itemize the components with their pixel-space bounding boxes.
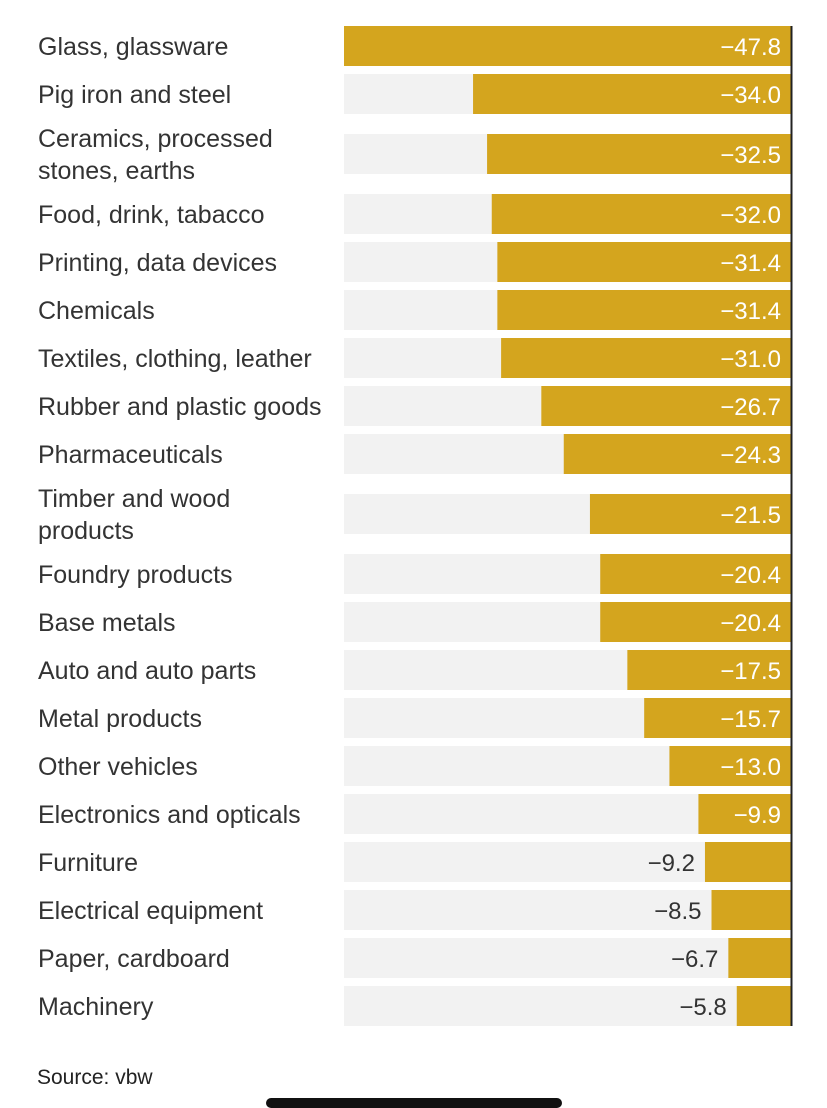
home-indicator [266,1098,562,1108]
value-label: −13.0 [720,754,781,781]
category-label-line: Electronics and opticals [38,801,301,829]
bar [627,650,791,690]
category-label: Printing, data devices [38,249,277,277]
category-label-line: Chemicals [38,297,155,325]
category-label-line: Printing, data devices [38,249,277,277]
category-label-line: Metal products [38,705,202,733]
bar [563,434,791,474]
value-label: −31.0 [720,346,781,373]
bar [669,746,791,786]
bar [487,134,791,174]
category-label: Rubber and plastic goods [38,393,322,421]
value-label: −32.0 [720,202,781,229]
bar [541,386,791,426]
bar [473,74,791,114]
category-label: Textiles, clothing, leather [38,345,312,373]
category-label-line: stones, earths [38,157,195,185]
category-label-line: Paper, cardboard [38,945,230,973]
category-label: Other vehicles [38,753,198,781]
category-label-line: Machinery [38,993,154,1021]
value-label: −32.5 [720,142,781,169]
category-label-line: Electrical equipment [38,897,263,925]
value-label: −17.5 [720,658,781,685]
bar [736,986,791,1026]
category-label-line: Pharmaceuticals [38,441,223,469]
category-label-line: Other vehicles [38,753,198,781]
value-label: −47.8 [720,34,781,61]
category-label: Chemicals [38,297,155,325]
bar [344,26,791,66]
category-label: Foundry products [38,561,233,589]
category-label: Food, drink, tabacco [38,201,265,229]
category-label: Pig iron and steel [38,81,231,109]
category-label-line: Food, drink, tabacco [38,201,265,229]
value-label: −9.9 [734,802,781,829]
category-label-line: products [38,517,134,545]
category-label-line: Glass, glassware [38,33,228,61]
value-label: −8.5 [654,898,701,925]
category-label: Paper, cardboard [38,945,230,973]
bar [497,242,791,282]
value-label: −15.7 [720,706,781,733]
category-label: Electronics and opticals [38,801,301,829]
bar [644,698,791,738]
category-label: Base metals [38,609,176,637]
category-label-line: Textiles, clothing, leather [38,345,312,373]
category-label: Furniture [38,849,138,877]
category-label-line: Rubber and plastic goods [38,393,322,421]
value-label: −31.4 [720,298,781,325]
bar [704,842,791,882]
category-label: Timber and wood products [38,485,230,545]
value-label: −21.5 [720,502,781,529]
category-label-line: Ceramics, processed [38,125,273,153]
category-label-line: Base metals [38,609,176,637]
bar [728,938,791,978]
category-label-line: Pig iron and steel [38,81,231,109]
bar [491,194,791,234]
value-label: −31.4 [720,250,781,277]
value-label: −20.4 [720,610,781,637]
bar-track [344,986,791,1026]
category-label: Electrical equipment [38,897,263,925]
value-label: −34.0 [720,82,781,109]
bar [501,338,791,378]
source-note: Source: vbw [37,1066,153,1089]
bar-chart: Glass, glassware −47.8 Pig iron and steel −… [38,26,793,1026]
category-label-line: Foundry products [38,561,233,589]
value-label: −20.4 [720,562,781,589]
bar [600,554,791,594]
bar [497,290,791,330]
category-label: Ceramics, processed stones, earths [38,125,273,185]
category-label: Glass, glassware [38,33,228,61]
category-label: Machinery [38,993,154,1021]
category-label-line: Furniture [38,849,138,877]
value-label: −5.8 [679,994,726,1021]
value-label: −26.7 [720,394,781,421]
bar-track [344,938,791,978]
category-label: Auto and auto parts [38,657,256,685]
category-label-line: Timber and wood [38,485,230,513]
bar [589,494,791,534]
value-label: −24.3 [720,442,781,469]
category-label: Metal products [38,705,202,733]
category-label-line: Auto and auto parts [38,657,256,685]
value-label: −6.7 [671,946,718,973]
value-label: −9.2 [648,850,695,877]
category-label: Pharmaceuticals [38,441,223,469]
bar [698,794,791,834]
bar [711,890,791,930]
bar [600,602,791,642]
